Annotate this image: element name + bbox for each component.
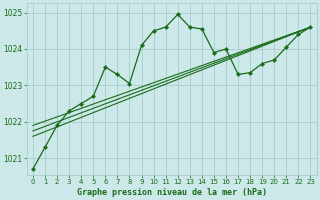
X-axis label: Graphe pression niveau de la mer (hPa): Graphe pression niveau de la mer (hPa) bbox=[77, 188, 267, 197]
